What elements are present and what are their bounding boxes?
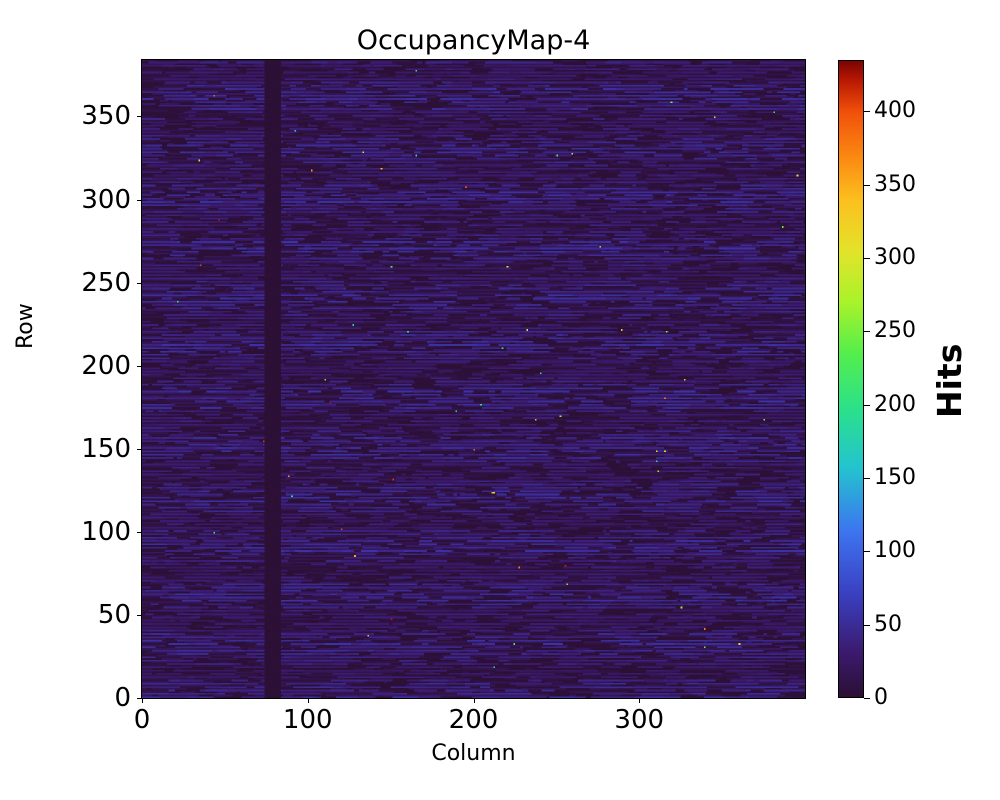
- colorbar[interactable]: 0 50 100 150 200 250 300 350 400: [838, 60, 916, 710]
- y-tick-mark: [137, 116, 142, 118]
- colorbar-tick-mark: [864, 404, 870, 406]
- colorbar-tick-mark: [864, 551, 870, 553]
- y-tick-mark: [137, 199, 142, 201]
- colorbar-tick-label: 250: [874, 318, 916, 344]
- x-tick-mark: [307, 698, 309, 703]
- y-tick-label: 250: [81, 267, 131, 298]
- colorbar-tick-label: 300: [874, 245, 916, 270]
- y-tick-mark: [137, 698, 142, 699]
- x-axis-label: Column: [431, 741, 516, 766]
- y-tick-mark: [137, 365, 142, 367]
- y-tick-mark: [137, 282, 142, 284]
- heatmap-plot-area[interactable]: [141, 59, 806, 699]
- colorbar-tick-mark: [864, 478, 870, 479]
- colorbar-label: Hits: [930, 343, 969, 418]
- y-tick-mark: [137, 448, 142, 450]
- colorbar-tick-mark: [864, 258, 870, 259]
- heatmap-image: [142, 60, 805, 698]
- colorbar-tick-mark: [864, 698, 870, 699]
- colorbar-tick-label: 100: [874, 538, 916, 564]
- y-tick-label: 300: [81, 184, 131, 215]
- colorbar-tick-label: 400: [874, 98, 916, 124]
- x-tick-label: 200: [448, 705, 499, 735]
- y-tick-label: 0: [114, 683, 131, 713]
- colorbar-tick-label: 0: [874, 685, 888, 710]
- x-tick-label: 300: [614, 705, 665, 735]
- chart-title: OccupancyMap-4: [356, 25, 591, 56]
- colorbar-tick-label: 200: [874, 391, 916, 417]
- colorbar-tick-label: 150: [874, 465, 916, 490]
- x-tick-mark: [639, 698, 641, 703]
- y-tick-label: 350: [81, 101, 131, 132]
- y-tick-label: 200: [81, 350, 131, 381]
- colorbar-gradient: [838, 60, 864, 698]
- y-tick-mark: [137, 531, 142, 533]
- x-tick-mark: [142, 698, 143, 703]
- x-tick-label: 0: [133, 705, 151, 735]
- colorbar-tick-mark: [864, 624, 870, 626]
- y-tick-label: 100: [81, 516, 131, 547]
- y-tick-label: 50: [97, 599, 131, 630]
- colorbar-tick-mark: [864, 111, 870, 113]
- colorbar-tick-label: 50: [874, 611, 902, 637]
- y-axis-label: Row: [13, 303, 38, 349]
- y-tick-label: 150: [81, 433, 131, 464]
- colorbar-tick-mark: [864, 331, 870, 333]
- y-tick-mark: [137, 614, 142, 616]
- colorbar-tick-label: 350: [874, 171, 916, 197]
- x-tick-label: 100: [282, 705, 333, 735]
- colorbar-tick-mark: [864, 184, 870, 186]
- x-tick-mark: [473, 698, 475, 703]
